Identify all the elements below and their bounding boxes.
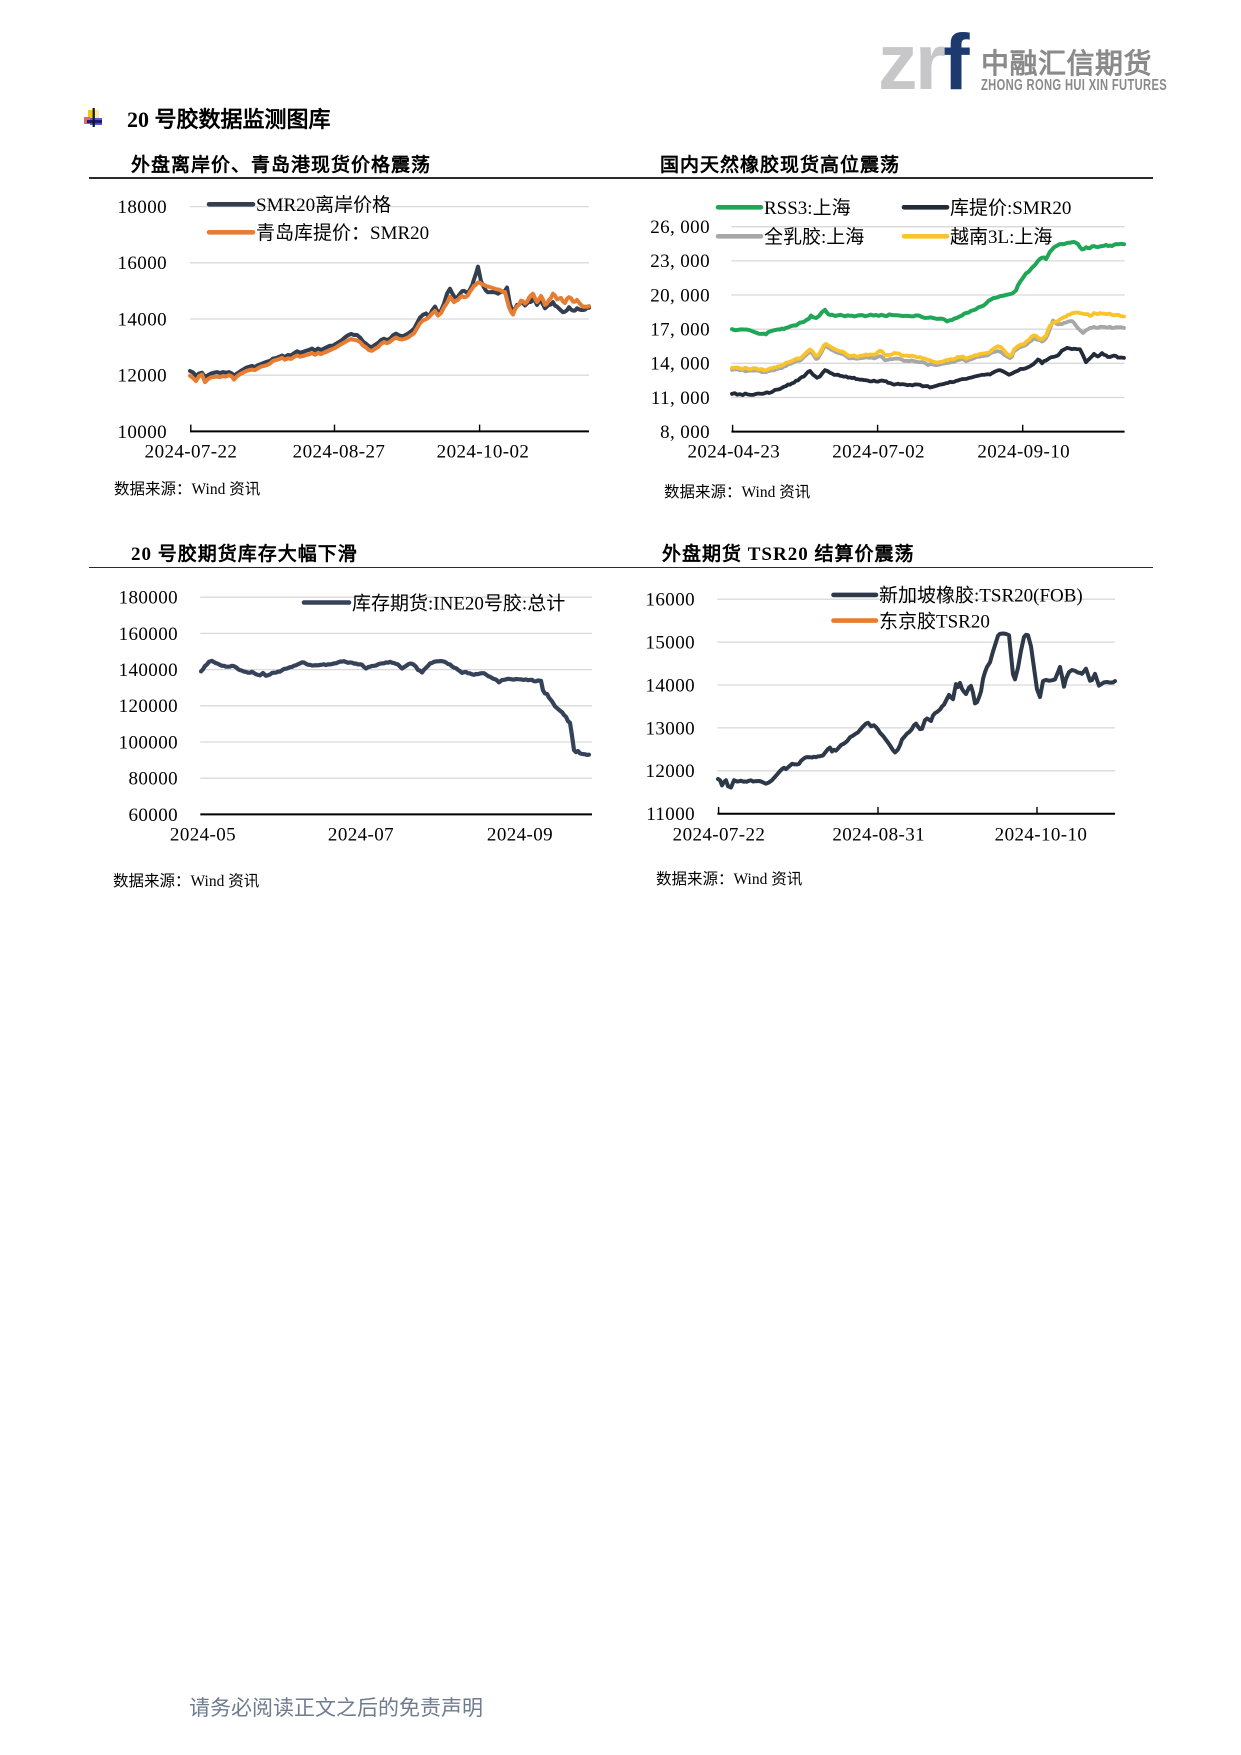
svg-text:2024-09: 2024-09 [487, 825, 553, 846]
svg-text:东京胶TSR20: 东京胶TSR20 [879, 611, 990, 633]
svg-text:60000: 60000 [129, 805, 179, 826]
svg-text:2024-05: 2024-05 [170, 825, 236, 846]
svg-text:14000: 14000 [118, 309, 168, 330]
svg-text:16000: 16000 [646, 590, 696, 611]
svg-text:140000: 140000 [119, 660, 178, 681]
svg-text:20, 000: 20, 000 [650, 285, 710, 306]
svg-text:11000: 11000 [646, 804, 695, 825]
svg-text:全乳胶:上海: 全乳胶:上海 [764, 226, 864, 248]
svg-text:12000: 12000 [118, 366, 168, 387]
svg-text:15000: 15000 [646, 633, 696, 654]
svg-text:23, 000: 23, 000 [650, 251, 710, 272]
svg-text:14000: 14000 [646, 675, 696, 696]
svg-text:2024-08-27: 2024-08-27 [293, 442, 386, 463]
svg-text:数据来源：Wind 资讯: 数据来源：Wind 资讯 [656, 870, 802, 888]
svg-text:数据来源：Wind 资讯: 数据来源：Wind 资讯 [113, 872, 259, 890]
svg-text:2024-07: 2024-07 [328, 825, 394, 846]
svg-text:160000: 160000 [119, 624, 178, 645]
svg-text:RSS3:上海: RSS3:上海 [764, 197, 851, 219]
svg-text:10000: 10000 [118, 422, 168, 443]
svg-text:13000: 13000 [646, 718, 696, 739]
svg-text:26, 000: 26, 000 [650, 217, 710, 238]
svg-text:2024-08-31: 2024-08-31 [832, 825, 925, 846]
svg-text:100000: 100000 [119, 732, 178, 753]
svg-text:14, 000: 14, 000 [650, 354, 710, 375]
svg-text:越南3L:上海: 越南3L:上海 [950, 226, 1052, 248]
svg-text:2024-10-10: 2024-10-10 [995, 825, 1088, 846]
svg-text:2024-10-02: 2024-10-02 [437, 442, 530, 463]
svg-text:2024-07-22: 2024-07-22 [145, 442, 238, 463]
svg-text:青岛库提价：SMR20: 青岛库提价：SMR20 [256, 222, 429, 244]
svg-text:120000: 120000 [119, 696, 178, 717]
svg-text:180000: 180000 [119, 588, 178, 609]
svg-text:2024-07-22: 2024-07-22 [673, 825, 766, 846]
svg-text:2024-07-02: 2024-07-02 [832, 442, 925, 463]
svg-text:80000: 80000 [129, 769, 179, 790]
svg-text:SMR20离岸价格: SMR20离岸价格 [256, 194, 391, 216]
svg-text:新加坡橡胶:TSR20(FOB): 新加坡橡胶:TSR20(FOB) [879, 585, 1083, 607]
svg-text:2024-04-23: 2024-04-23 [687, 442, 780, 463]
svg-text:16000: 16000 [118, 253, 168, 274]
svg-text:数据来源：Wind 资讯: 数据来源：Wind 资讯 [114, 480, 260, 498]
svg-text:11, 000: 11, 000 [651, 388, 710, 409]
svg-text:8, 000: 8, 000 [660, 422, 710, 443]
svg-text:17, 000: 17, 000 [650, 320, 710, 341]
svg-text:库提价:SMR20: 库提价:SMR20 [950, 197, 1071, 219]
svg-text:18000: 18000 [118, 197, 168, 218]
svg-text:12000: 12000 [646, 761, 696, 782]
svg-text:2024-09-10: 2024-09-10 [977, 442, 1070, 463]
svg-text:库存期货:INE20号胶:总计: 库存期货:INE20号胶:总计 [352, 593, 565, 615]
svg-text:数据来源：Wind 资讯: 数据来源：Wind 资讯 [664, 483, 810, 501]
